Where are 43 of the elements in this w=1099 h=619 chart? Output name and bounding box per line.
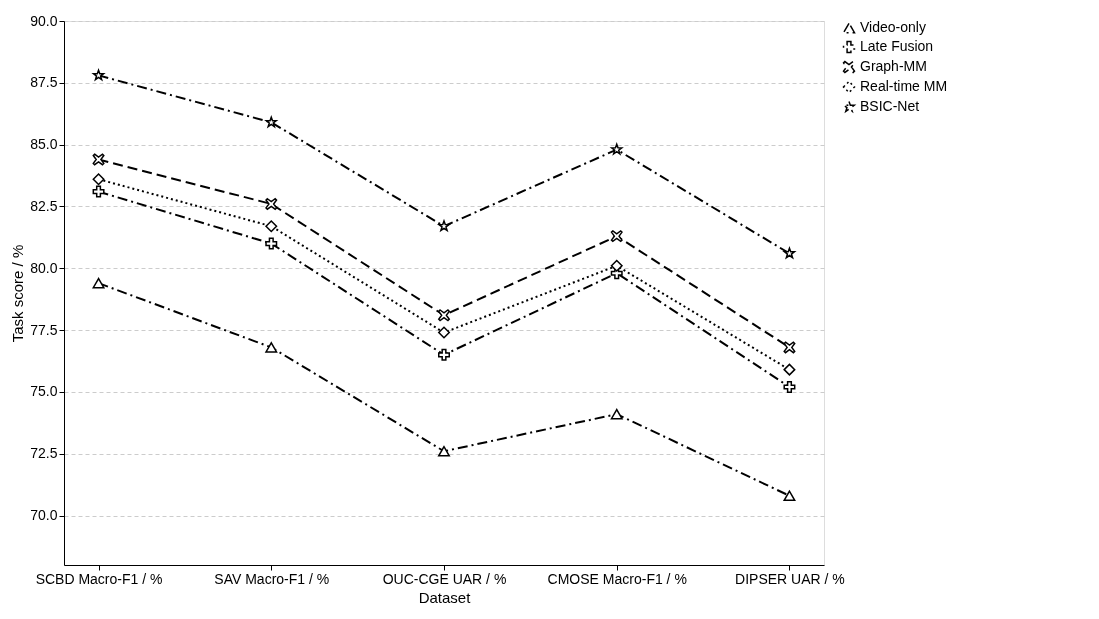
x-tick-label: DIPSER UAR / % (735, 570, 845, 587)
y-tick-label: 72.5 (30, 445, 58, 462)
y-tick-label: 70.0 (30, 507, 58, 524)
x-tick-label: CMOSE Macro-F1 / % (547, 570, 687, 587)
y-tick-label: 87.5 (30, 74, 58, 91)
point (438, 348, 450, 361)
point (438, 326, 450, 339)
point (783, 380, 796, 393)
point (783, 363, 796, 376)
legend-label: Graph-MM (860, 58, 927, 74)
point (265, 220, 278, 233)
y-tick-label: 80.0 (30, 259, 58, 276)
point (438, 309, 450, 322)
legend-label: Late Fusion (860, 38, 934, 54)
point (92, 277, 105, 289)
y-tick-label: 77.5 (30, 321, 58, 338)
x-tick-label: SCBD Macro-F1 / % (35, 570, 163, 587)
point (92, 153, 105, 166)
point (610, 230, 623, 243)
point (265, 237, 278, 250)
point (438, 220, 450, 232)
point (610, 408, 623, 420)
y-tick-label: 82.5 (30, 197, 58, 214)
point (783, 490, 796, 502)
point (610, 259, 623, 272)
legend-label: Real-time MM (860, 78, 948, 94)
y-tick-label: 75.0 (30, 383, 58, 400)
point (92, 69, 105, 81)
point (265, 342, 278, 353)
point (92, 185, 105, 198)
point (783, 341, 796, 354)
y-axis-title: Task score / % (9, 244, 27, 343)
y-tick-label: 90.0 (30, 12, 58, 29)
x-tick-label: OUC-CGE UAR / % (382, 570, 507, 587)
point (438, 445, 450, 457)
legend-label: BSIC-Net (860, 98, 920, 114)
x-axis-title: Dataset (418, 588, 472, 606)
legend-label: Video-only (860, 19, 926, 35)
y-tick-label: 85.0 (30, 136, 58, 153)
x-tick-label: SAV Macro-F1 / % (214, 570, 330, 587)
point (783, 247, 796, 259)
point (265, 197, 278, 210)
point (92, 173, 105, 186)
